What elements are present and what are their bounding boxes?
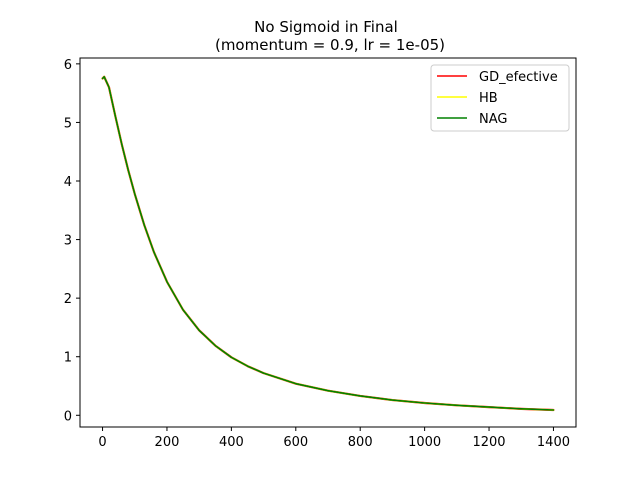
x-tick-label: 400 bbox=[219, 435, 244, 450]
y-tick-label: 6 bbox=[64, 58, 72, 73]
y-tick-label: 5 bbox=[64, 116, 72, 131]
y-tick-label: 2 bbox=[64, 292, 72, 307]
x-axis: 0 200 400 600 800 1000 1200 1400 bbox=[98, 427, 570, 450]
x-tick-label: 1000 bbox=[408, 435, 441, 450]
x-tick-label: 200 bbox=[155, 435, 180, 450]
legend-label: HB bbox=[479, 91, 498, 106]
legend-label: NAG bbox=[479, 112, 507, 127]
y-tick-label: 1 bbox=[64, 351, 72, 366]
plot-frame bbox=[79, 57, 577, 428]
x-tick-label: 0 bbox=[98, 435, 106, 450]
y-tick-label: 4 bbox=[64, 175, 72, 190]
legend-box bbox=[430, 64, 570, 132]
plot-lines bbox=[101, 75, 555, 412]
x-tick-label: 600 bbox=[283, 435, 308, 450]
series-line-nag bbox=[101, 75, 555, 411]
x-tick-label: 1200 bbox=[472, 435, 505, 450]
y-axis: 0 1 2 3 4 5 6 bbox=[64, 58, 80, 424]
legend: GD_efective HB NAG bbox=[430, 64, 570, 132]
legend-label: GD_efective bbox=[479, 70, 558, 85]
x-tick-label: 800 bbox=[348, 435, 373, 450]
chart-title: No Sigmoid in Final bbox=[254, 18, 398, 36]
y-tick-label: 3 bbox=[64, 234, 72, 249]
y-tick-label: 0 bbox=[64, 409, 72, 424]
chart-subtitle: (momentum = 0.9, lr = 1e-05) bbox=[215, 36, 445, 54]
x-tick-label: 1400 bbox=[537, 435, 570, 450]
